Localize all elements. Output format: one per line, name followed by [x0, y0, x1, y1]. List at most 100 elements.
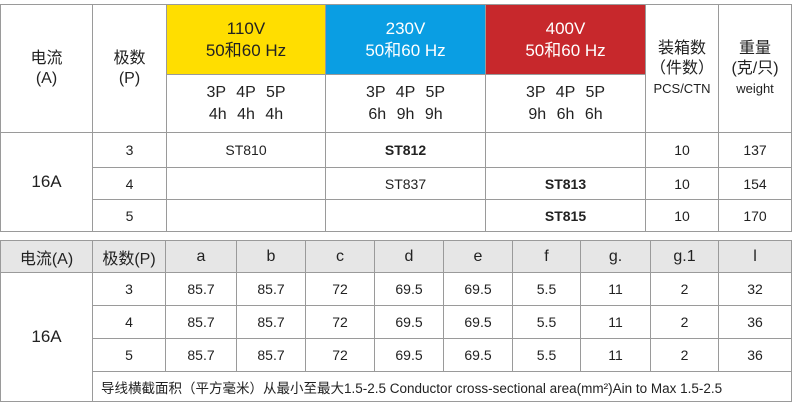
table-cell: ST813	[485, 167, 646, 200]
header-cell: b	[236, 240, 306, 273]
current-cell: 16A	[0, 132, 93, 232]
value-cell: 2	[650, 338, 719, 372]
table-cell: 154	[718, 167, 792, 200]
header-text: PCS/CTN	[653, 80, 711, 96]
voltage: 400V	[545, 18, 586, 38]
header-cell: a	[165, 240, 237, 273]
value-cell: 4	[92, 305, 166, 339]
voltage: 110V	[226, 18, 266, 38]
header-cell: g.1	[650, 240, 719, 273]
value-cell: 69.5	[374, 338, 444, 372]
header-cell: 电流 (A)	[0, 4, 93, 133]
data-row: 4 85.7 85.7 72 69.5 69.5 5.5 11 2 36	[1, 305, 792, 339]
table-cell	[166, 199, 326, 232]
value-cell: 2	[650, 272, 719, 306]
pole-list: 3P 4P 5P	[206, 83, 286, 101]
table-cell: 5	[92, 199, 167, 232]
table-cell: ST812	[325, 132, 486, 168]
header-text: 装箱数	[657, 39, 706, 57]
table-cell: 137	[718, 132, 792, 168]
header-cell: d	[374, 240, 444, 273]
table-cell: ST837	[325, 167, 486, 200]
frequency: 50和60 Hz	[365, 40, 446, 60]
header-text: 重量	[738, 39, 771, 57]
note: 导线横截面积（平方毫米）从最小至最大1.5-2.5 Conductor cros…	[92, 371, 792, 402]
header-text: （件数）	[649, 59, 714, 77]
header-cell: 重量 (克/只) weight	[718, 4, 792, 133]
voltage-header: 110V 50和60 Hz	[166, 4, 326, 75]
header-cell: 电流(A)	[0, 240, 93, 273]
table-cell: 10	[645, 167, 719, 200]
table-cell: 10	[645, 132, 719, 168]
table-cell: 4	[92, 167, 167, 200]
header-text: (P)	[118, 69, 141, 87]
header-cell: 极数 (P)	[92, 4, 167, 133]
header-text: (克/只)	[731, 59, 779, 77]
value-cell: 5.5	[512, 305, 581, 339]
value-cell: 11	[580, 305, 651, 339]
header-row: 电流(A) 极数(P) a b c d e f g. g.1 l	[0, 240, 792, 273]
spec-table: 电流 (A) 极数 (P) 110V 50和60 Hz 230V 50和60 Hz 40…	[0, 4, 792, 232]
header-cell: f	[512, 240, 581, 273]
header-cell: e	[443, 240, 513, 273]
value-cell: 69.5	[374, 305, 444, 339]
header-text: (A)	[35, 69, 58, 87]
header-text: 极数	[113, 49, 146, 67]
frequency: 50和60 Hz	[525, 40, 606, 60]
value-cell: 85.7	[236, 338, 306, 372]
value-cell: 32	[718, 272, 792, 306]
table-cell: ST810	[166, 132, 326, 168]
hour-list: 9h 6h 6h	[528, 105, 603, 123]
table-cell	[485, 132, 646, 168]
value-cell: 69.5	[374, 272, 444, 306]
value-cell: 69.5	[443, 338, 513, 372]
table-cell	[325, 199, 486, 232]
text: 电流 (A) 极数 (P) 110V 50和60 Hz 230V 50和60 Hz 40…	[0, 4, 792, 133]
value-cell: 69.5	[443, 272, 513, 306]
table-cell: ST815	[485, 199, 646, 232]
value-cell: 11	[580, 272, 651, 306]
value-cell: 72	[305, 272, 375, 306]
table-cell: 170	[718, 199, 792, 232]
header-text: weight	[736, 80, 774, 96]
value-cell: 2	[650, 305, 719, 339]
table-cell: 10	[645, 199, 719, 232]
note-row: 导线横截面积（平方毫米）从最小至最大1.5-2.5 Conductor cros…	[1, 371, 792, 402]
value-cell: 72	[305, 305, 375, 339]
value-cell: 36	[718, 338, 792, 372]
header-cell: 极数(P)	[92, 240, 166, 273]
pole-hours: 3P 4P 5P 6h 9h 9h	[325, 74, 486, 133]
header-cell: 装箱数 （件数） PCS/CTN	[645, 4, 719, 133]
pole-list: 3P 4P 5P	[525, 83, 606, 101]
header-cell: l	[718, 240, 792, 273]
pole-hours: 3P 4P 5P 9h 6h 6h	[485, 74, 646, 133]
value-cell: 85.7	[236, 272, 306, 306]
header-text: 电流	[30, 49, 63, 67]
table-cell	[166, 167, 326, 200]
value-cell: 72	[305, 338, 375, 372]
data-row: 5 85.7 85.7 72 69.5 69.5 5.5 11 2 36	[1, 338, 792, 372]
value-cell: 36	[718, 305, 792, 339]
voltage-header: 230V 50和60 Hz	[325, 4, 486, 75]
hour-list: 6h 9h 9h	[368, 105, 443, 123]
voltage: 230V	[385, 18, 426, 38]
text: 4 ST837 ST813 10 154	[1, 167, 792, 200]
value-cell: 11	[580, 338, 651, 372]
text: 电流 (A) 极数 (P) 110V 50和60 Hz 230V 50和60 Hz 40…	[0, 4, 792, 232]
dimension-body: 电流(A) 极数(P) a b c d e f g. g.1 l 16A 3 85.7 85.7 72 69.5…	[0, 240, 792, 402]
header-cell: c	[305, 240, 375, 273]
voltage-header: 400V 50和60 Hz	[485, 4, 646, 75]
value-cell: 69.5	[443, 305, 513, 339]
value-cell: 3	[92, 272, 166, 306]
data-row: 16A 3 85.7 85.7 72 69.5 69.5 5.5 11 2 32	[0, 272, 792, 402]
value-cell: 85.7	[165, 338, 237, 372]
pole-list: 3P 4P 5P	[365, 83, 446, 101]
value-cell: 85.7	[236, 305, 306, 339]
frequency: 50和60 Hz	[205, 40, 287, 60]
text: 5 ST815 10 170	[1, 199, 792, 232]
text: 16A 3 ST810 ST812 10 137	[0, 132, 792, 232]
pole-hours: 3P 4P 5P 4h 4h 4h	[166, 74, 326, 133]
value-cell: 85.7	[165, 272, 237, 306]
dimension-table: 电流(A) 极数(P) a b c d e f g. g.1 l 16A 3 85.7 85.7 72 69.5…	[0, 240, 792, 402]
